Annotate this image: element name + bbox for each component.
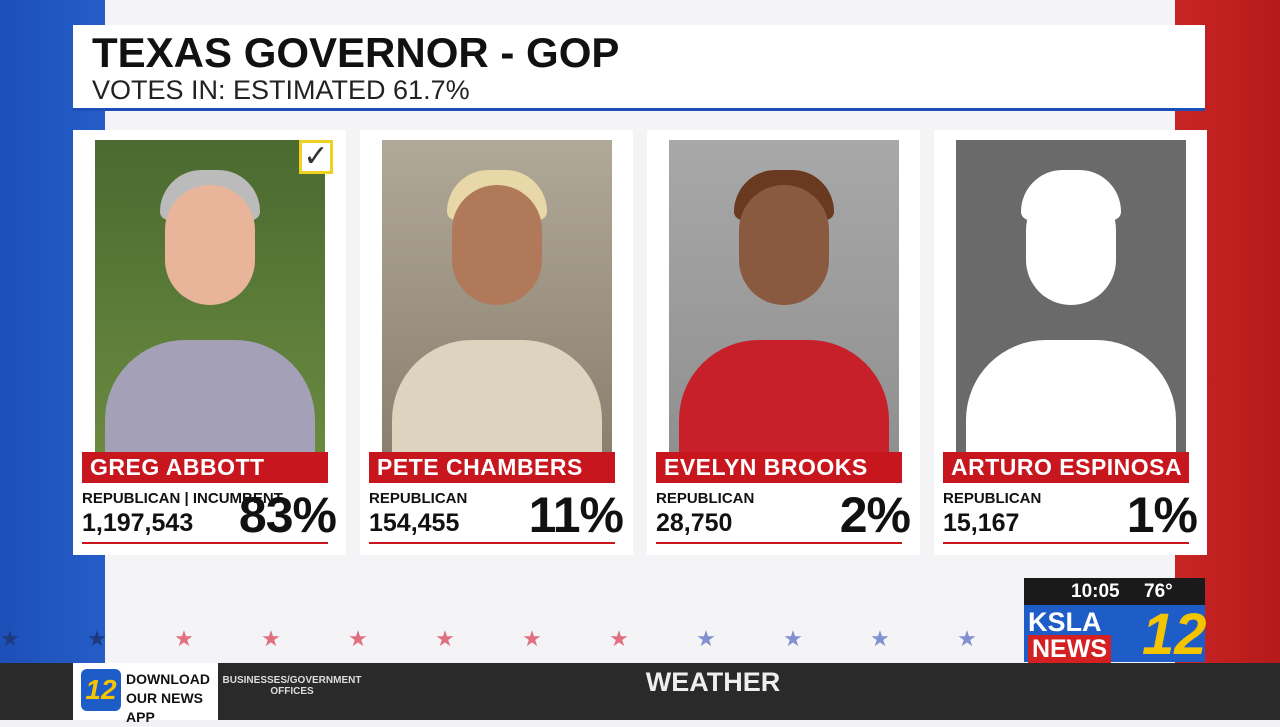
party: REPUBLICAN xyxy=(943,490,1042,507)
votes: 28,750 xyxy=(656,509,733,537)
station-logo: KSLA NEWS 12 xyxy=(1024,602,1207,667)
photo xyxy=(382,140,612,452)
svg-text:★: ★ xyxy=(348,626,368,651)
app-text: DOWNLOAD OUR NEWS APP xyxy=(126,671,210,725)
svg-text:★: ★ xyxy=(609,626,629,651)
title: TEXAS GOVERNOR - GOP xyxy=(92,29,620,76)
logo-bottom: NEWS xyxy=(1028,635,1111,664)
percent: 83% xyxy=(238,487,337,543)
svg-text:★: ★ xyxy=(696,626,716,651)
underline xyxy=(656,542,902,544)
party: REPUBLICAN xyxy=(656,490,755,507)
svg-text:★: ★ xyxy=(783,626,803,651)
photo xyxy=(956,140,1186,452)
candidate-card: GREG ABBOTT REPUBLICAN | INCUMBENT 1,197… xyxy=(73,130,346,555)
svg-text:★: ★ xyxy=(0,626,20,651)
photo xyxy=(669,140,899,452)
logo-top: KSLA xyxy=(1028,607,1102,637)
stars: ★ ★ ★ ★ ★ ★ ★ ★ ★ ★ ★ ★ xyxy=(0,626,977,651)
svg-text:★: ★ xyxy=(957,626,977,651)
underline xyxy=(369,542,615,544)
svg-text:★: ★ xyxy=(87,626,107,651)
party: REPUBLICAN xyxy=(369,490,468,507)
candidate-name: EVELYN BROOKS xyxy=(656,452,902,483)
svg-text:★: ★ xyxy=(174,626,194,651)
party: REPUBLICAN | INCUMBENT xyxy=(82,490,283,507)
time: 10:05 xyxy=(1071,581,1120,602)
section: BUSINESSES/GOVERNMENT OFFICES xyxy=(222,675,362,697)
percent: 1% xyxy=(1126,487,1198,543)
svg-text:★: ★ xyxy=(870,626,890,651)
candidate-name: ARTURO ESPINOSA xyxy=(943,452,1189,483)
underline xyxy=(943,542,1189,544)
photo xyxy=(95,140,325,452)
subtitle: VOTES IN: ESTIMATED 61.7% xyxy=(92,75,470,105)
candidate-name: PETE CHAMBERS xyxy=(369,452,615,483)
votes: 15,167 xyxy=(943,509,1020,537)
header: TEXAS GOVERNOR - GOP VOTES IN: ESTIMATED… xyxy=(73,25,1205,111)
percent: 2% xyxy=(839,487,911,543)
clock-bar: 10:05 76° xyxy=(1024,578,1205,605)
underline xyxy=(82,542,328,544)
candidate-card: ARTURO ESPINOSA REPUBLICAN 15,167 1% xyxy=(934,130,1207,555)
app-badge: 12 xyxy=(81,669,121,711)
channel: 12 xyxy=(1142,602,1207,667)
votes: 154,455 xyxy=(369,509,460,537)
temperature: 76° xyxy=(1144,581,1173,602)
check-box: ✓ xyxy=(299,140,333,174)
svg-text:★: ★ xyxy=(435,626,455,651)
votes: 1,197,543 xyxy=(82,509,194,537)
candidate-card: EVELYN BROOKS REPUBLICAN 28,750 2% xyxy=(647,130,920,555)
svg-text:★: ★ xyxy=(522,626,542,651)
candidate-name: GREG ABBOTT xyxy=(82,452,328,483)
headline: WEATHER xyxy=(645,667,781,697)
app-panel: 12 DOWNLOAD OUR NEWS APP xyxy=(73,663,218,725)
svg-text:★: ★ xyxy=(261,626,281,651)
percent: 11% xyxy=(528,487,624,543)
ticker: 12 DOWNLOAD OUR NEWS APP BUSINESSES/GOVE… xyxy=(0,663,1280,725)
candidate-card: PETE CHAMBERS REPUBLICAN 154,455 11% xyxy=(360,130,633,555)
